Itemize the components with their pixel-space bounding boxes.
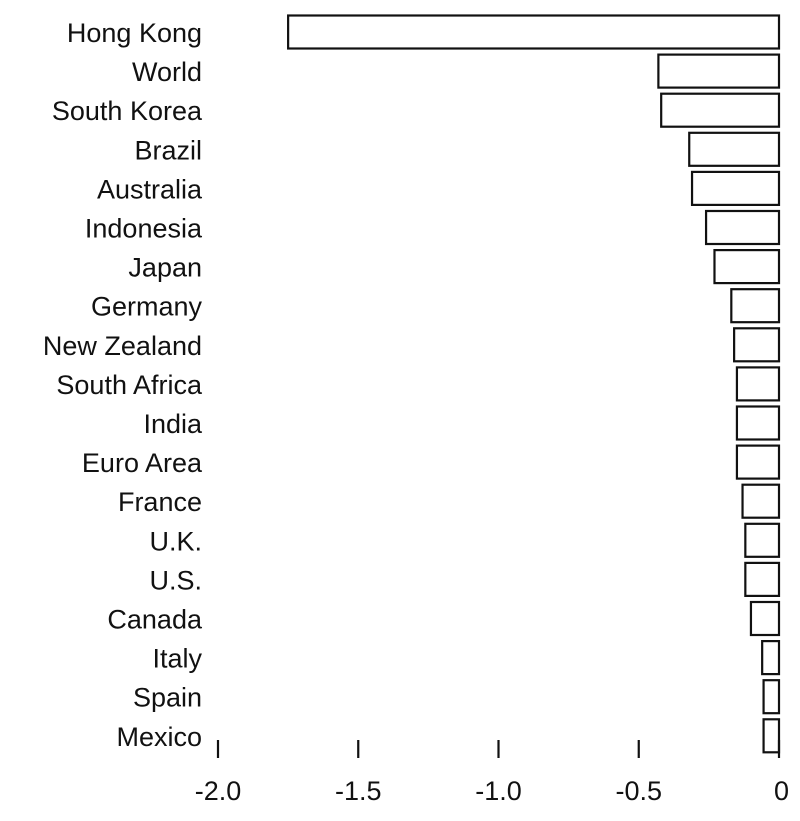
category-label-new-zealand: New Zealand bbox=[43, 331, 202, 361]
category-label-mexico: Mexico bbox=[116, 722, 202, 752]
bar-world bbox=[657, 53, 781, 89]
category-label-australia: Australia bbox=[97, 174, 203, 204]
category-label-u-s: U.S. bbox=[149, 565, 202, 595]
bar-hong-kong bbox=[287, 14, 781, 50]
x-tick-label-3: -0.5 bbox=[615, 776, 662, 806]
bar-australia bbox=[690, 170, 781, 206]
x-tick-label-4: 0 bbox=[774, 776, 789, 806]
x-tick-label-0: -2.0 bbox=[195, 776, 242, 806]
category-label-france: France bbox=[118, 487, 202, 517]
category-label-indonesia: Indonesia bbox=[85, 214, 203, 244]
category-label-india: India bbox=[143, 409, 203, 439]
category-labels-group: Hong Kong World South Korea Brazil Australia… bbox=[43, 18, 203, 752]
category-label-south-africa: South Africa bbox=[56, 370, 203, 400]
bar-italy bbox=[761, 639, 781, 676]
category-label-germany: Germany bbox=[91, 292, 203, 322]
bar-mexico bbox=[762, 718, 781, 754]
bar-south-korea bbox=[660, 92, 781, 128]
bar-france bbox=[741, 483, 781, 519]
category-label-hong-kong: Hong Kong bbox=[67, 18, 202, 48]
category-label-italy: Italy bbox=[152, 644, 202, 674]
bar-brazil bbox=[688, 131, 781, 167]
category-label-u-k: U.K. bbox=[149, 526, 202, 556]
bar-germany bbox=[730, 288, 781, 324]
category-label-canada: Canada bbox=[107, 605, 203, 635]
bar-spain bbox=[762, 679, 781, 715]
category-label-brazil: Brazil bbox=[134, 135, 202, 165]
bars-group bbox=[287, 14, 781, 754]
bar-south-africa bbox=[735, 366, 781, 402]
category-label-japan: Japan bbox=[128, 253, 202, 283]
category-label-world: World bbox=[132, 57, 202, 87]
category-label-south-korea: South Korea bbox=[52, 96, 203, 126]
category-label-spain: Spain bbox=[133, 683, 202, 713]
bar-euro-area bbox=[735, 444, 781, 480]
bar-india bbox=[735, 405, 781, 441]
bar-indonesia bbox=[704, 209, 781, 246]
category-label-euro-area: Euro Area bbox=[82, 448, 203, 478]
bar-u-s bbox=[744, 561, 781, 598]
bar-japan bbox=[713, 249, 781, 285]
bar-new-zealand bbox=[733, 327, 781, 363]
bar-canada bbox=[749, 600, 781, 637]
x-tick-label-2: -1.0 bbox=[475, 776, 522, 806]
bar-u-k bbox=[744, 522, 781, 558]
x-axis: -2.0 -1.5 -1.0 -0.5 0 bbox=[195, 740, 789, 806]
x-tick-label-1: -1.5 bbox=[335, 776, 382, 806]
